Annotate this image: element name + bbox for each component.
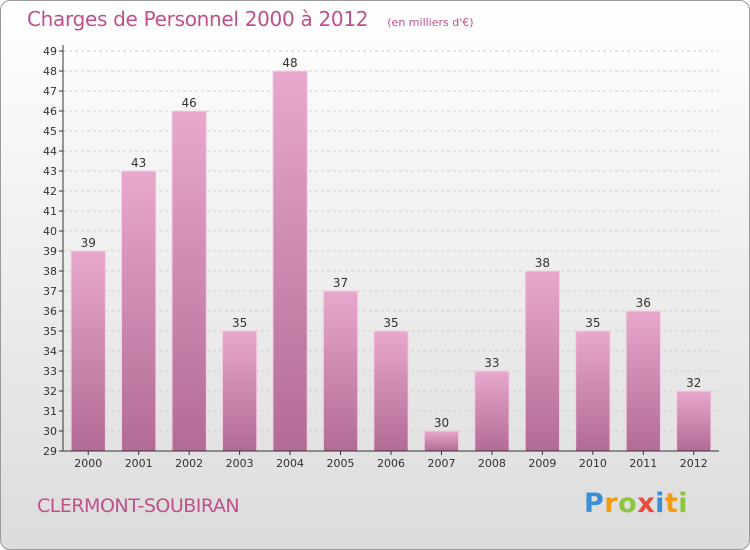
title-block: Charges de Personnel 2000 à 2012 (en mil… (27, 7, 474, 31)
x-tick-label: 2008 (478, 457, 506, 470)
y-tick-label: 36 (43, 305, 57, 318)
x-tick-label: 2001 (125, 457, 153, 470)
data-label: 36 (636, 296, 651, 310)
data-label: 39 (81, 236, 96, 250)
y-tick-label: 49 (43, 45, 57, 58)
bar-2007 (423, 430, 460, 452)
logo-letter: x (637, 488, 656, 519)
x-tick-label: 2004 (276, 457, 304, 470)
bar-2005 (322, 290, 359, 452)
data-labels: 39 43 46 35 48 37 35 30 33 38 35 36 32 (81, 56, 702, 430)
data-label: 30 (434, 416, 449, 430)
data-label: 35 (585, 316, 600, 330)
x-tick-label: 2011 (629, 457, 657, 470)
y-tick-label: 46 (43, 105, 57, 118)
bars (70, 70, 712, 452)
bar-2003 (221, 330, 258, 452)
x-tick-label: 2000 (74, 457, 102, 470)
y-tick-label: 39 (43, 245, 57, 258)
x-tick-label: 2002 (175, 457, 203, 470)
y-tick-label: 31 (43, 405, 57, 418)
data-label: 43 (131, 156, 146, 170)
y-tick-label: 35 (43, 325, 57, 338)
bar-2002 (171, 110, 207, 452)
x-tick-label: 2010 (579, 457, 607, 470)
logo-letter: P (584, 488, 605, 519)
data-label: 35 (232, 316, 247, 330)
y-tick-label: 30 (43, 425, 57, 438)
chart-title: Charges de Personnel 2000 à 2012 (27, 7, 369, 31)
y-tick-label: 43 (43, 165, 57, 178)
y-tick-label: 37 (43, 285, 57, 298)
bar-2011 (625, 310, 661, 452)
x-axis-ticks: 2000 2001 2002 2003 2004 2005 2006 2007 2008 2009… (74, 451, 708, 470)
y-tick-label: 34 (43, 345, 57, 358)
x-tick-label: 2009 (528, 457, 556, 470)
chart-subtitle: (en milliers d'€) (387, 16, 474, 29)
y-axis-ticks: 29 30 31 32 33 34 35 36 37 38 39 40 41 42 43 44 45 46 47 48… (43, 45, 63, 458)
y-tick-label: 44 (43, 145, 57, 158)
y-tick-label: 48 (43, 65, 57, 78)
x-tick-label: 2012 (680, 457, 708, 470)
data-label: 37 (333, 276, 348, 290)
bar-2004 (272, 70, 308, 452)
place-name: CLERMONT-SOUBIRAN (37, 495, 240, 517)
logo-letter: i (655, 488, 665, 519)
data-label: 32 (686, 376, 701, 390)
data-label: 46 (182, 96, 197, 110)
y-tick-label: 47 (43, 85, 57, 98)
y-tick-label: 42 (43, 185, 57, 198)
x-tick-label: 2005 (327, 457, 355, 470)
bar-2009 (524, 270, 561, 452)
y-tick-label: 32 (43, 385, 57, 398)
proxiti-logo: Proxiti (584, 488, 688, 519)
axes (62, 45, 719, 452)
data-label: 35 (383, 316, 398, 330)
logo-letter: o (618, 488, 638, 519)
logo-letter: t (664, 488, 679, 519)
y-tick-label: 33 (43, 365, 57, 378)
bar-2001 (121, 170, 157, 452)
y-tick-label: 41 (43, 205, 57, 218)
y-tick-label: 45 (43, 125, 57, 138)
bar-2012 (676, 390, 712, 452)
bar-2010 (575, 330, 611, 452)
y-tick-label: 38 (43, 265, 57, 278)
logo-letter: i (678, 488, 689, 519)
data-label: 33 (484, 356, 499, 370)
bar-2006 (373, 330, 409, 452)
bar-2008 (474, 370, 510, 452)
data-label: 38 (535, 256, 550, 270)
y-tick-label: 29 (43, 445, 57, 458)
logo-letter: r (604, 488, 619, 519)
x-tick-label: 2006 (377, 457, 405, 470)
x-tick-label: 2007 (427, 457, 455, 470)
bar-2000 (70, 250, 106, 452)
x-tick-label: 2003 (226, 457, 254, 470)
data-label: 48 (282, 56, 297, 70)
y-tick-label: 40 (43, 225, 57, 238)
